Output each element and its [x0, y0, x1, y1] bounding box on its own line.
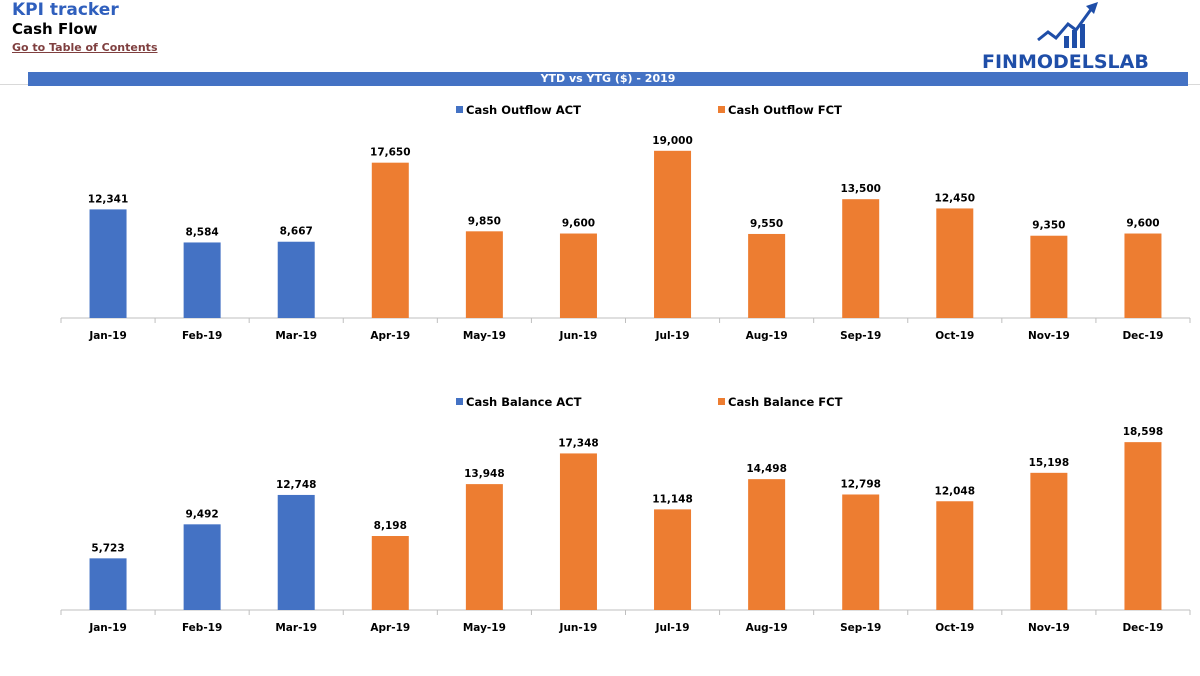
x-tick-label: Oct-19 — [935, 622, 974, 634]
data-label: 11,148 — [652, 493, 693, 505]
bar-nov-19 — [1030, 472, 1068, 610]
bar-oct-19 — [936, 501, 974, 610]
bar-nov-19 — [1030, 235, 1068, 318]
bar-dec-19 — [1124, 442, 1162, 610]
data-label: 9,600 — [562, 218, 595, 230]
data-label: 17,348 — [558, 437, 599, 449]
data-label: 12,798 — [840, 478, 881, 490]
bar-oct-19 — [936, 208, 974, 318]
bar-sep-19 — [842, 494, 880, 610]
bar-may-19 — [465, 484, 503, 610]
data-label: 12,450 — [935, 192, 976, 204]
x-tick-label: May-19 — [463, 330, 506, 342]
bar-mar-19 — [277, 241, 315, 318]
x-tick-label: Sep-19 — [840, 330, 881, 342]
x-tick-label: Aug-19 — [746, 622, 788, 634]
data-label: 12,341 — [88, 193, 129, 205]
x-tick-label: Dec-19 — [1122, 622, 1163, 634]
data-label: 15,198 — [1029, 457, 1070, 469]
x-tick-label: Apr-19 — [370, 330, 410, 342]
legend-label: Cash Outflow ACT — [466, 103, 581, 117]
finmodelslab-logo: FINMODELSLAB — [976, 0, 1200, 73]
legend-swatch — [456, 106, 463, 113]
cash-outflow-chart: Cash Outflow ACT Cash Outflow FCT Jan-19 12… — [60, 103, 1191, 342]
bar-jun-19 — [559, 453, 597, 610]
bar-aug-19 — [748, 479, 786, 610]
x-tick-label: Dec-19 — [1122, 330, 1163, 342]
data-label: 12,048 — [935, 485, 976, 497]
data-label: 8,667 — [280, 226, 313, 238]
x-tick-label: Feb-19 — [182, 330, 222, 342]
data-label: 19,000 — [652, 135, 693, 147]
data-label: 8,584 — [186, 226, 219, 238]
bar-sep-19 — [842, 199, 880, 318]
bar-feb-19 — [183, 242, 221, 318]
section-banner: YTD vs YTG ($) - 2019 — [28, 72, 1188, 86]
legend-label: Cash Outflow FCT — [728, 103, 842, 117]
x-tick-label: Oct-19 — [935, 330, 974, 342]
bar-jan-19 — [89, 558, 127, 610]
legend-swatch — [718, 398, 725, 405]
bar-mar-19 — [277, 494, 315, 610]
bar-jul-19 — [654, 150, 692, 318]
table-of-contents-link[interactable]: Go to Table of Contents — [12, 41, 158, 54]
bar-jun-19 — [559, 233, 597, 318]
data-label: 9,550 — [750, 218, 783, 230]
x-tick-label: Mar-19 — [275, 622, 317, 634]
x-tick-label: Mar-19 — [275, 330, 317, 342]
data-label: 17,650 — [370, 147, 411, 159]
x-tick-label: Sep-19 — [840, 622, 881, 634]
data-label: 9,350 — [1032, 220, 1065, 232]
data-label: 9,492 — [186, 508, 219, 520]
x-tick-label: Jul-19 — [655, 330, 690, 342]
cash-balance-chart: Cash Balance ACT Cash Balance FCT Jan-19 5,… — [60, 395, 1191, 634]
x-tick-label: Nov-19 — [1028, 622, 1070, 634]
x-tick-label: Aug-19 — [746, 330, 788, 342]
x-tick-label: Apr-19 — [370, 622, 410, 634]
data-label: 13,500 — [840, 183, 881, 195]
legend-label: Cash Balance FCT — [728, 395, 843, 409]
bar-feb-19 — [183, 524, 221, 610]
x-tick-label: Jan-19 — [88, 622, 126, 634]
growth-chart-icon — [1037, 2, 1098, 48]
x-tick-label: Feb-19 — [182, 622, 222, 634]
data-label: 8,198 — [374, 520, 407, 532]
bar-may-19 — [465, 231, 503, 318]
x-tick-label: Jun-19 — [559, 622, 598, 634]
x-tick-label: Jun-19 — [559, 330, 598, 342]
bar-apr-19 — [371, 536, 409, 610]
legend-swatch — [456, 398, 463, 405]
data-label: 12,748 — [276, 479, 317, 491]
page-title: KPI tracker — [12, 0, 119, 20]
data-label: 5,723 — [91, 542, 124, 554]
x-tick-label: Jul-19 — [655, 622, 690, 634]
data-label: 9,850 — [468, 215, 501, 227]
legend-swatch — [718, 106, 725, 113]
data-label: 14,498 — [746, 463, 787, 475]
logo-text: FINMODELSLAB — [982, 51, 1149, 73]
page-subtitle: Cash Flow — [12, 20, 98, 38]
legend-label: Cash Balance ACT — [466, 395, 582, 409]
x-tick-label: Nov-19 — [1028, 330, 1070, 342]
bar-dec-19 — [1124, 233, 1162, 318]
bar-apr-19 — [371, 162, 409, 318]
data-label: 13,948 — [464, 468, 505, 480]
bar-jul-19 — [654, 509, 692, 610]
x-tick-label: May-19 — [463, 622, 506, 634]
bar-jan-19 — [89, 209, 127, 318]
x-tick-label: Jan-19 — [88, 330, 126, 342]
data-label: 9,600 — [1126, 218, 1159, 230]
data-label: 18,598 — [1123, 426, 1164, 438]
bar-aug-19 — [748, 233, 786, 318]
